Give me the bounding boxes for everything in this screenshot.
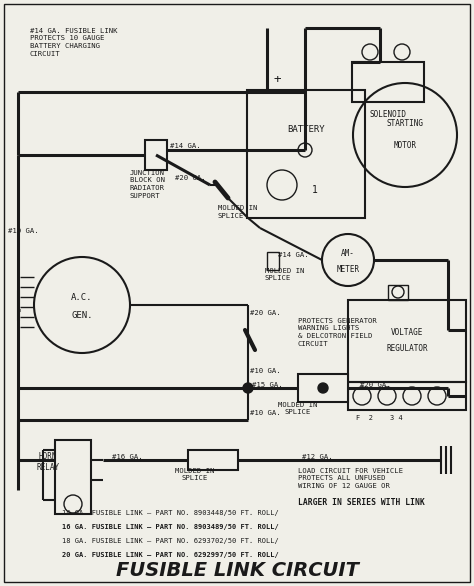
- Text: #14 GA. FUSIBLE LINK
PROTECTS 10 GAUGE
BATTERY CHARGING
CIRCUIT: #14 GA. FUSIBLE LINK PROTECTS 10 GAUGE B…: [30, 28, 118, 56]
- Bar: [267, 252, 279, 270]
- Text: VOLTAGE: VOLTAGE: [391, 328, 423, 337]
- Text: #16 GA.: #16 GA.: [112, 454, 143, 460]
- Bar: [188, 450, 238, 470]
- Text: #10 GA.: #10 GA.: [250, 410, 281, 416]
- Bar: [298, 374, 348, 402]
- Text: METER: METER: [337, 265, 360, 274]
- Text: #20 GA.: #20 GA.: [250, 310, 281, 316]
- Text: GEN.: GEN.: [71, 311, 93, 319]
- Bar: [55, 440, 91, 514]
- Circle shape: [243, 383, 253, 393]
- Text: #10 GA.: #10 GA.: [250, 368, 281, 374]
- Text: MOLDED IN
SPLICE: MOLDED IN SPLICE: [218, 205, 257, 219]
- Bar: [352, 62, 424, 102]
- Bar: [247, 90, 365, 218]
- Text: F  2    3 4: F 2 3 4: [356, 415, 403, 421]
- Text: PROTECTS GENERATOR
WARNING LIGHTS
& DELCOTRON FIELD
CIRCUIT: PROTECTS GENERATOR WARNING LIGHTS & DELC…: [298, 318, 377, 346]
- Bar: [145, 140, 167, 170]
- Text: MOTOR: MOTOR: [393, 141, 417, 149]
- Text: FUSIBLE LINK CIRCUIT: FUSIBLE LINK CIRCUIT: [116, 560, 358, 580]
- Bar: [348, 300, 466, 382]
- Text: MOLDED IN
SPLICE: MOLDED IN SPLICE: [278, 402, 318, 415]
- Text: A.C.: A.C.: [71, 292, 93, 302]
- Text: BATTERY: BATTERY: [287, 125, 325, 134]
- Text: #12 GA.: #12 GA.: [302, 454, 333, 460]
- Text: #20 GA.: #20 GA.: [175, 175, 206, 181]
- Text: HORN
RELAY: HORN RELAY: [36, 452, 60, 472]
- Text: AM-: AM-: [341, 250, 355, 258]
- Text: #15 GA.: #15 GA.: [252, 382, 283, 388]
- Text: 1: 1: [312, 185, 318, 195]
- Text: 18 GA. FUSIBLE LINK – PART NO. 6293702/50 FT. ROLL/: 18 GA. FUSIBLE LINK – PART NO. 6293702/5…: [62, 538, 279, 544]
- Text: 16 GA. FUSIBLE LINK – PART NO. 8903489/50 FT. ROLL/: 16 GA. FUSIBLE LINK – PART NO. 8903489/5…: [62, 524, 279, 530]
- Text: STARTING: STARTING: [386, 118, 423, 128]
- Text: +: +: [273, 73, 281, 86]
- Text: #14 GA.: #14 GA.: [278, 252, 309, 258]
- Text: #14 GA.: #14 GA.: [170, 143, 201, 149]
- Text: LARGER IN SERIES WITH LINK: LARGER IN SERIES WITH LINK: [298, 498, 425, 507]
- Text: REGULATOR: REGULATOR: [386, 344, 428, 353]
- Text: JUNCTION
BLOCK ON
RADIATOR
SUPPORT: JUNCTION BLOCK ON RADIATOR SUPPORT: [130, 170, 165, 199]
- Text: MOLDED IN
SPLICE: MOLDED IN SPLICE: [175, 468, 215, 482]
- Circle shape: [318, 383, 328, 393]
- Text: 14 GA. FUSIBLE LINK – PART NO. 8903448/50 FT. ROLL/: 14 GA. FUSIBLE LINK – PART NO. 8903448/5…: [62, 510, 279, 516]
- Text: LOAD CIRCUIT FOR VEHICLE
PROTECTS ALL UNFUSED
WIRING OF 12 GAUGE OR: LOAD CIRCUIT FOR VEHICLE PROTECTS ALL UN…: [298, 468, 403, 489]
- Text: #10 GA.: #10 GA.: [8, 228, 38, 234]
- Bar: [348, 382, 466, 410]
- Text: SOLENOID: SOLENOID: [370, 110, 407, 119]
- Bar: [388, 285, 408, 300]
- Text: 20 GA. FUSIBLE LINK – PART NO. 6292997/50 FT. ROLL/: 20 GA. FUSIBLE LINK – PART NO. 6292997/5…: [62, 552, 279, 558]
- Text: #20 GA.: #20 GA.: [360, 382, 391, 388]
- Text: MOLDED IN
SPLICE: MOLDED IN SPLICE: [265, 268, 304, 281]
